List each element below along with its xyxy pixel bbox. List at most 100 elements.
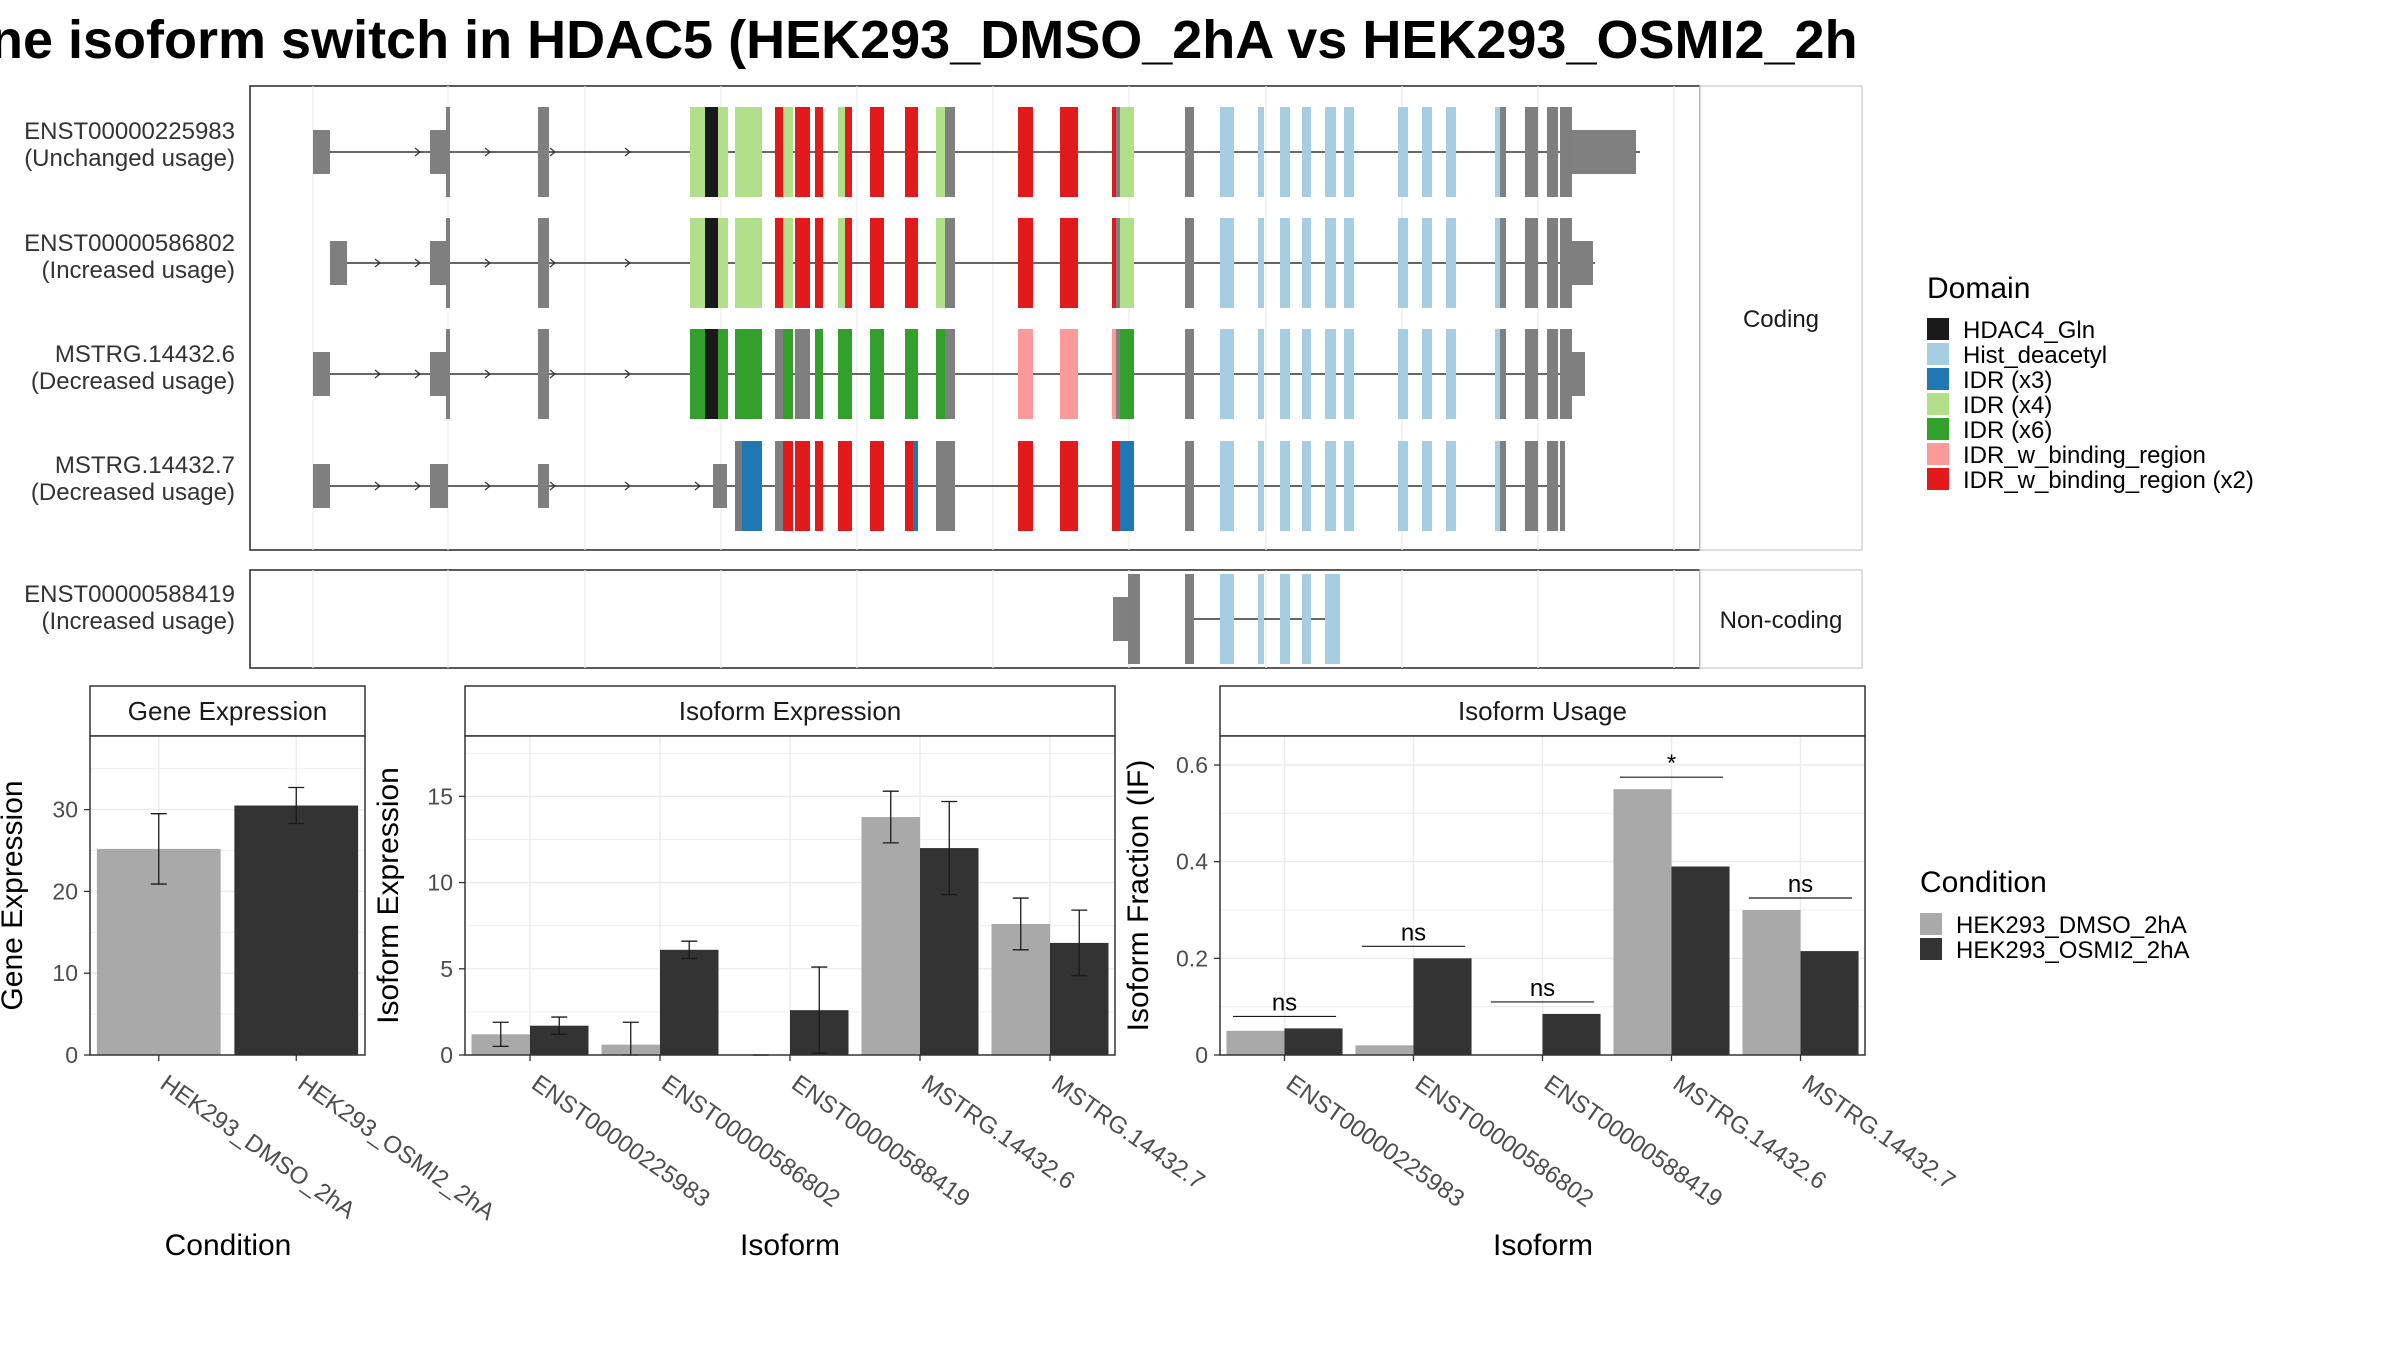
transcript-model	[313, 441, 1565, 531]
exon-block	[1572, 241, 1593, 285]
exon-block	[713, 464, 727, 508]
strand-arrow	[484, 147, 491, 157]
condition-legend-title: Condition	[1920, 866, 2047, 899]
strand-arrow	[414, 369, 421, 379]
exon-block	[913, 441, 918, 531]
exon-block	[870, 107, 884, 197]
strand-arrow	[624, 481, 631, 491]
exon-block	[1525, 441, 1538, 531]
exon-block	[1280, 574, 1290, 664]
exon-block	[1018, 218, 1033, 308]
exon-block	[1113, 597, 1128, 641]
exon-block	[1446, 107, 1456, 197]
exon-block	[1344, 441, 1354, 531]
exon-block	[1185, 218, 1194, 308]
exon-block	[775, 218, 783, 308]
condition-legend-label: HEK293_OSMI2_2hA	[1956, 937, 2189, 964]
exon-block	[1495, 329, 1500, 419]
strand-arrow	[484, 258, 491, 268]
noncoding-panel	[249, 569, 1701, 669]
strand-arrow	[549, 481, 556, 491]
exon-block	[705, 218, 718, 308]
exon-block	[1220, 329, 1234, 419]
exon-block	[1495, 107, 1500, 197]
exon-block	[330, 241, 347, 285]
exon-block	[1302, 218, 1311, 308]
strand-arrow	[484, 481, 491, 491]
bar-chart-panels: Gene Expression0102030HEK293_DMSO_2hAHEK…	[0, 685, 1960, 1262]
facet-label-coding: Coding	[1743, 306, 1819, 333]
y-axis-title: Isoform Fraction (IF)	[1122, 760, 1155, 1032]
y-tick-label: 15	[427, 783, 453, 809]
exon-block	[1525, 329, 1538, 419]
exon-block	[1302, 107, 1311, 197]
strip-coding	[1699, 85, 1863, 551]
exon-block	[735, 441, 742, 531]
bar-panel: Gene Expression0102030HEK293_DMSO_2hAHEK…	[0, 685, 500, 1262]
y-tick-label: 0	[440, 1042, 453, 1068]
exon-block	[1525, 218, 1538, 308]
exon-block	[1280, 329, 1290, 419]
transcript-usage-label: (Decreased usage)	[31, 479, 235, 506]
bar	[1800, 951, 1859, 1055]
exon-block	[795, 107, 810, 197]
exon-block	[1120, 329, 1134, 419]
exon-block	[783, 107, 793, 197]
coding-panel	[249, 85, 1701, 551]
bar	[1226, 1030, 1285, 1055]
exon-block	[1547, 329, 1558, 419]
x-axis-title: Isoform	[1493, 1229, 1593, 1262]
transcript-model	[330, 218, 1595, 308]
exon-block	[1258, 107, 1264, 197]
domain-legend-key	[1927, 443, 1949, 465]
signif-label: ns	[1401, 919, 1426, 946]
exon-block	[1220, 218, 1234, 308]
exon-block	[1120, 107, 1134, 197]
exon-block	[1325, 107, 1336, 197]
exon-block	[1344, 218, 1354, 308]
exon-block	[735, 218, 762, 308]
exon-block	[1446, 329, 1456, 419]
exon-block	[1185, 107, 1194, 197]
exon-block	[538, 329, 549, 419]
panel-strip	[1219, 685, 1866, 737]
exon-block	[1525, 107, 1538, 197]
panel-strip	[464, 685, 1116, 737]
exon-block	[1280, 441, 1290, 531]
exon-block	[1116, 107, 1120, 197]
bar	[861, 817, 920, 1055]
strand-arrow	[549, 147, 556, 157]
exon-block	[936, 107, 945, 197]
exon-block	[838, 441, 852, 531]
domain-legend-key	[1927, 368, 1949, 390]
signif-label: ns	[1530, 975, 1555, 1002]
exon-block	[775, 329, 783, 419]
exon-block	[936, 218, 945, 308]
exon-block	[1572, 352, 1585, 396]
exon-block	[815, 218, 823, 308]
condition-legend-label: HEK293_DMSO_2hA	[1956, 912, 2187, 939]
exon-block	[1280, 218, 1290, 308]
bar	[1413, 958, 1472, 1055]
strand-arrow	[624, 147, 631, 157]
transcript-usage-label: (Increased usage)	[42, 608, 235, 635]
exon-block	[1344, 329, 1354, 419]
strand-arrow	[374, 369, 381, 379]
exon-block	[1398, 441, 1408, 531]
exon-block	[1120, 218, 1134, 308]
transcript-model	[313, 329, 1585, 419]
exon-block	[870, 329, 884, 419]
strand-arrow	[414, 258, 421, 268]
exon-block	[1398, 329, 1408, 419]
exon-block	[1500, 107, 1506, 197]
domain-legend-label: Hist_deacetyl	[1963, 342, 2107, 369]
exon-block	[870, 441, 884, 531]
exon-block	[735, 107, 762, 197]
exon-block	[1112, 329, 1116, 419]
exon-block	[1398, 107, 1408, 197]
exon-block	[1120, 441, 1134, 531]
exon-block	[313, 464, 330, 508]
bar-panel: Isoform Expression051015ENST00000225983E…	[372, 685, 1210, 1262]
bar	[1355, 1045, 1414, 1055]
exon-block	[1258, 441, 1264, 531]
